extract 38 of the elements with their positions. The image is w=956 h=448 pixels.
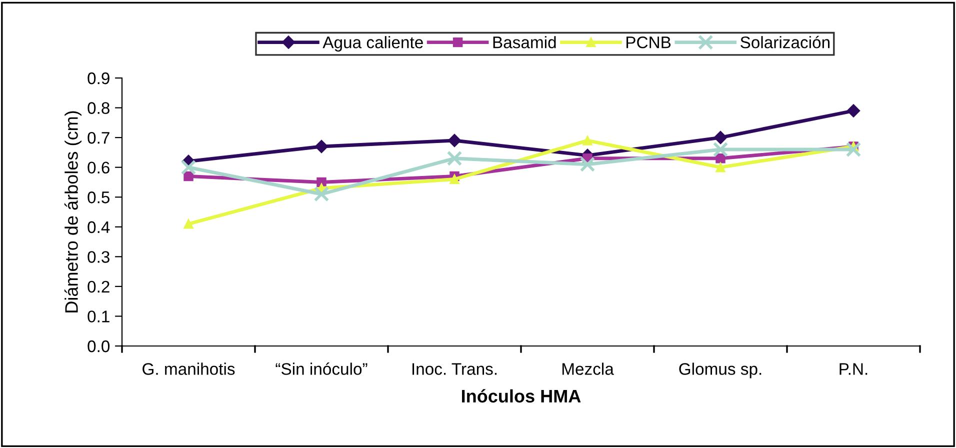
legend-label: Solarización [740,36,830,48]
point [314,186,330,202]
y-tick-label: 0.3 [88,251,110,263]
legend-label: PCNB [626,36,671,48]
point [184,219,194,229]
y-tick-label: 0.7 [88,132,110,144]
x-tick-label: Glomus sp. [679,362,762,378]
point [714,130,728,144]
point [582,136,592,146]
point [446,150,462,166]
y-tick-label: 0.0 [88,340,110,352]
point [716,162,726,172]
x-tick-label: “Sin inóculo” [276,362,368,375]
y-tick-label: 0.4 [88,221,110,234]
point [712,142,728,158]
x-axis-title: Inóculos HMA [462,389,581,403]
y-tick-label: 0.1 [88,310,110,322]
point [448,134,462,148]
x-tick-label: G. manihotis [142,362,235,375]
y-tick-label: 0.9 [88,72,110,84]
y-tick-label: 0.5 [88,192,110,204]
point [450,174,460,184]
point [580,156,596,172]
legend-label: Basamid [493,36,556,48]
point [184,171,194,182]
point [314,140,328,154]
y-tick-label: 0.8 [88,102,110,114]
x-tick-label: Mezcla [562,362,614,375]
y-axis-title: Diámetro de árboles (cm) [64,111,82,312]
x-tick-label: P.N. [840,363,868,375]
point [846,142,862,158]
point [716,154,726,164]
legend-label: Agua caliente [322,36,423,52]
point [180,160,196,175]
x-tick-label: Inoc. Trans. [412,363,497,375]
y-tick-label: 0.6 [88,162,110,174]
point [846,104,860,118]
y-tick-label: 0.2 [88,280,110,293]
